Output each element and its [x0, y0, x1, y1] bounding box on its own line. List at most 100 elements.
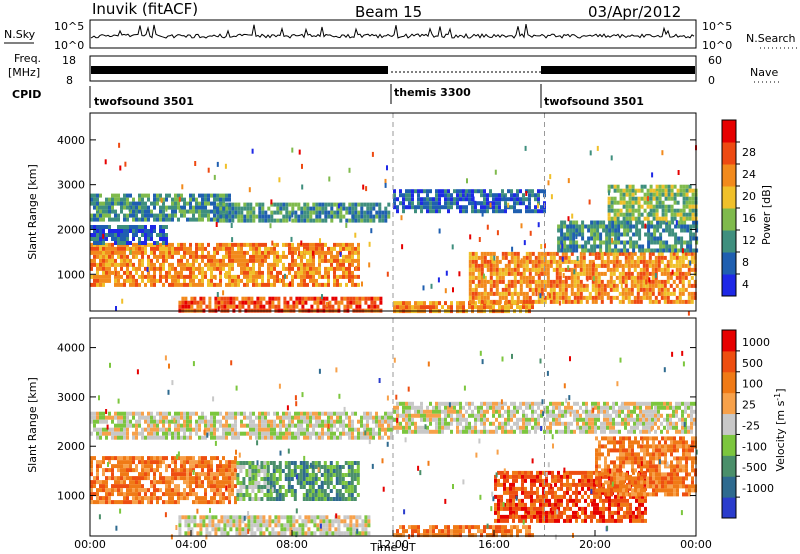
- heatmap-cell: [405, 413, 408, 418]
- heatmap-cell: [495, 299, 499, 304]
- heatmap-cell: [492, 279, 496, 284]
- heatmap-cell: [525, 209, 528, 214]
- heatmap-cell: [126, 233, 129, 237]
- heatmap-cell: [477, 189, 480, 194]
- heatmap-cell: [459, 197, 462, 202]
- heatmap-cell: [108, 246, 111, 251]
- heatmap-cell: [321, 210, 325, 215]
- heatmap-cell: [355, 265, 358, 271]
- heatmap-cell: [627, 295, 631, 300]
- heatmap-cell: [405, 425, 408, 430]
- heatmap-cell: [150, 201, 153, 206]
- heatmap-cell: [207, 242, 210, 247]
- heatmap-cell: [690, 275, 694, 280]
- heatmap-cell: [285, 411, 288, 416]
- heatmap-cell: [276, 270, 279, 275]
- heatmap-cell: [234, 411, 237, 416]
- heatmap-cell: [432, 305, 435, 310]
- heatmap-cell: [423, 197, 426, 202]
- heatmap-cell: [649, 192, 653, 197]
- heatmap-cell: [338, 477, 342, 481]
- heatmap-cell: [272, 469, 276, 473]
- heatmap-cell: [171, 217, 174, 222]
- heatmap-cell: [634, 208, 638, 213]
- heatmap-cell: [673, 200, 677, 205]
- heatmap-cell: [652, 212, 656, 217]
- heatmap-cell: [180, 492, 183, 497]
- heatmap-cell: [204, 456, 207, 461]
- heatmap-cell: [510, 189, 513, 194]
- heatmap-cell: [537, 287, 541, 292]
- heatmap-cell: [353, 489, 357, 493]
- heatmap-cell: [141, 278, 144, 283]
- heatmap-cell: [354, 274, 357, 279]
- heatmap-cell: [672, 255, 676, 260]
- heatmap-cell: [162, 423, 165, 428]
- heatmap-cell: [633, 267, 637, 272]
- heatmap-cell: [105, 270, 108, 275]
- heatmap-cell: [675, 271, 679, 276]
- heatmap-cell: [483, 201, 486, 206]
- heatmap-cell: [602, 224, 606, 229]
- heatmap-cell: [650, 220, 654, 225]
- heatmap-cell: [174, 282, 177, 287]
- heatmap-cell: [453, 417, 456, 422]
- heatmap-cell: [534, 197, 537, 202]
- heatmap-cell: [171, 500, 174, 505]
- heatmap-cell: [375, 411, 378, 416]
- heatmap-cell: [239, 461, 243, 465]
- heatmap-cell: [123, 492, 126, 497]
- heatmap-cell: [225, 214, 229, 219]
- heatmap-cell: [630, 263, 634, 268]
- heatmap-cell: [593, 262, 595, 268]
- heatmap-cell: [204, 201, 207, 206]
- heatmap-cell: [147, 262, 150, 267]
- heatmap-cell: [329, 489, 333, 493]
- heatmap-cell: [226, 304, 230, 309]
- heatmap-cell: [330, 419, 333, 424]
- heatmap-cell: [420, 413, 423, 418]
- heatmap-cell: [189, 488, 192, 493]
- heatmap-cell: [549, 283, 553, 288]
- heatmap-cell: [468, 401, 471, 406]
- heatmap-cell: [126, 262, 129, 267]
- heatmap-cell: [639, 267, 643, 272]
- heatmap-cell: [258, 254, 261, 259]
- heatmap-cell: [129, 480, 132, 485]
- heatmap-cell: [495, 267, 499, 272]
- heatmap-cell: [257, 489, 261, 493]
- heatmap-cell: [165, 225, 168, 229]
- heatmap-cell: [480, 193, 483, 198]
- heatmap-cell: [671, 269, 674, 275]
- heatmap-cell: [357, 282, 360, 287]
- heatmap-cell: [435, 205, 438, 210]
- heatmap-cell: [297, 262, 300, 267]
- heatmap-cell: [686, 224, 690, 229]
- heatmap-cell: [625, 184, 629, 189]
- heatmap-cell: [493, 255, 496, 261]
- heatmap-cell: [159, 464, 162, 469]
- heatmap-cell: [671, 228, 675, 233]
- heatmap-cell: [390, 411, 393, 416]
- heatmap-cell: [671, 244, 675, 249]
- heatmap-cell: [665, 244, 669, 249]
- heatmap-cell: [602, 228, 606, 233]
- heatmap-cell: [420, 201, 423, 206]
- heatmap-cell: [123, 193, 126, 198]
- heatmap-cell: [186, 274, 189, 279]
- heatmap-cell: [264, 210, 268, 215]
- heatmap-cell: [537, 251, 541, 256]
- heatmap-cell: [597, 251, 601, 256]
- heatmap-cell: [474, 287, 478, 292]
- heatmap-cell: [330, 254, 333, 259]
- heatmap-cell: [201, 201, 204, 206]
- heatmap-cell: [93, 423, 96, 428]
- heatmap-cell: [263, 469, 267, 473]
- colorbar-tick-label: 12: [742, 234, 756, 247]
- heatmap-cell: [624, 279, 628, 284]
- heatmap-cell: [180, 258, 183, 263]
- heatmap-cell: [408, 425, 411, 430]
- heatmap-cell: [102, 496, 105, 501]
- heatmap-cell: [201, 254, 204, 259]
- heatmap-cell: [342, 258, 345, 263]
